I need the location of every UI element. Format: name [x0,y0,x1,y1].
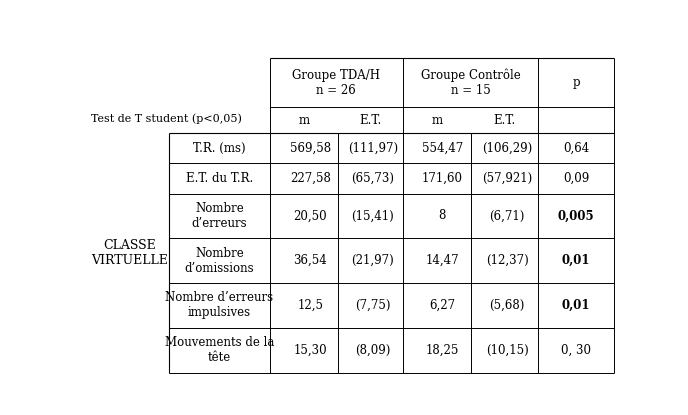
Text: (5,68): (5,68) [490,299,525,312]
Text: (111,97): (111,97) [348,142,398,154]
Text: (10,15): (10,15) [486,344,528,356]
Text: Nombre
d’erreurs: Nombre d’erreurs [191,202,247,230]
Text: (8,09): (8,09) [355,344,391,356]
Text: (12,37): (12,37) [486,254,528,267]
Text: 12,5: 12,5 [297,299,323,312]
Text: (6,71): (6,71) [490,210,525,222]
Text: 0, 30: 0, 30 [561,344,591,356]
Text: Groupe Contrôle
n = 15: Groupe Contrôle n = 15 [420,68,520,97]
Text: E.T.: E.T. [493,114,516,127]
Text: 227,58: 227,58 [290,172,331,185]
Text: (65,73): (65,73) [352,172,394,185]
Text: Nombre
d’omissions: Nombre d’omissions [184,247,254,275]
Text: 14,47: 14,47 [425,254,459,267]
Text: (7,75): (7,75) [355,299,391,312]
Text: (106,29): (106,29) [482,142,533,154]
Text: Test de T student (p<0,05): Test de T student (p<0,05) [92,113,242,124]
Text: 569,58: 569,58 [290,142,331,154]
Text: 0,01: 0,01 [562,254,590,267]
Text: 18,25: 18,25 [425,344,459,356]
Text: 554,47: 554,47 [422,142,463,154]
Text: 8: 8 [438,210,446,222]
Text: Groupe TDA/H
n = 26: Groupe TDA/H n = 26 [292,68,380,97]
Text: CLASSE
VIRTUELLE: CLASSE VIRTUELLE [92,239,169,267]
Text: (21,97): (21,97) [352,254,394,267]
Text: Nombre d’erreurs
impulsives: Nombre d’erreurs impulsives [165,291,273,320]
Text: 0,01: 0,01 [562,299,590,312]
Text: Mouvements de la
tête: Mouvements de la tête [164,336,274,364]
Text: 171,60: 171,60 [422,172,462,185]
Text: 0,005: 0,005 [558,210,594,222]
Text: E.T.: E.T. [359,114,381,127]
Text: T.R. (ms): T.R. (ms) [193,142,246,154]
Text: m: m [431,114,442,127]
Text: 0,64: 0,64 [563,142,589,154]
Text: 6,27: 6,27 [429,299,455,312]
Text: p: p [572,76,580,89]
Text: E.T. du T.R.: E.T. du T.R. [186,172,253,185]
Text: (57,921): (57,921) [482,172,533,185]
Text: (15,41): (15,41) [352,210,394,222]
Text: 20,50: 20,50 [293,210,327,222]
Text: 0,09: 0,09 [563,172,589,185]
Text: 36,54: 36,54 [293,254,327,267]
Text: 15,30: 15,30 [293,344,327,356]
Text: m: m [299,114,310,127]
